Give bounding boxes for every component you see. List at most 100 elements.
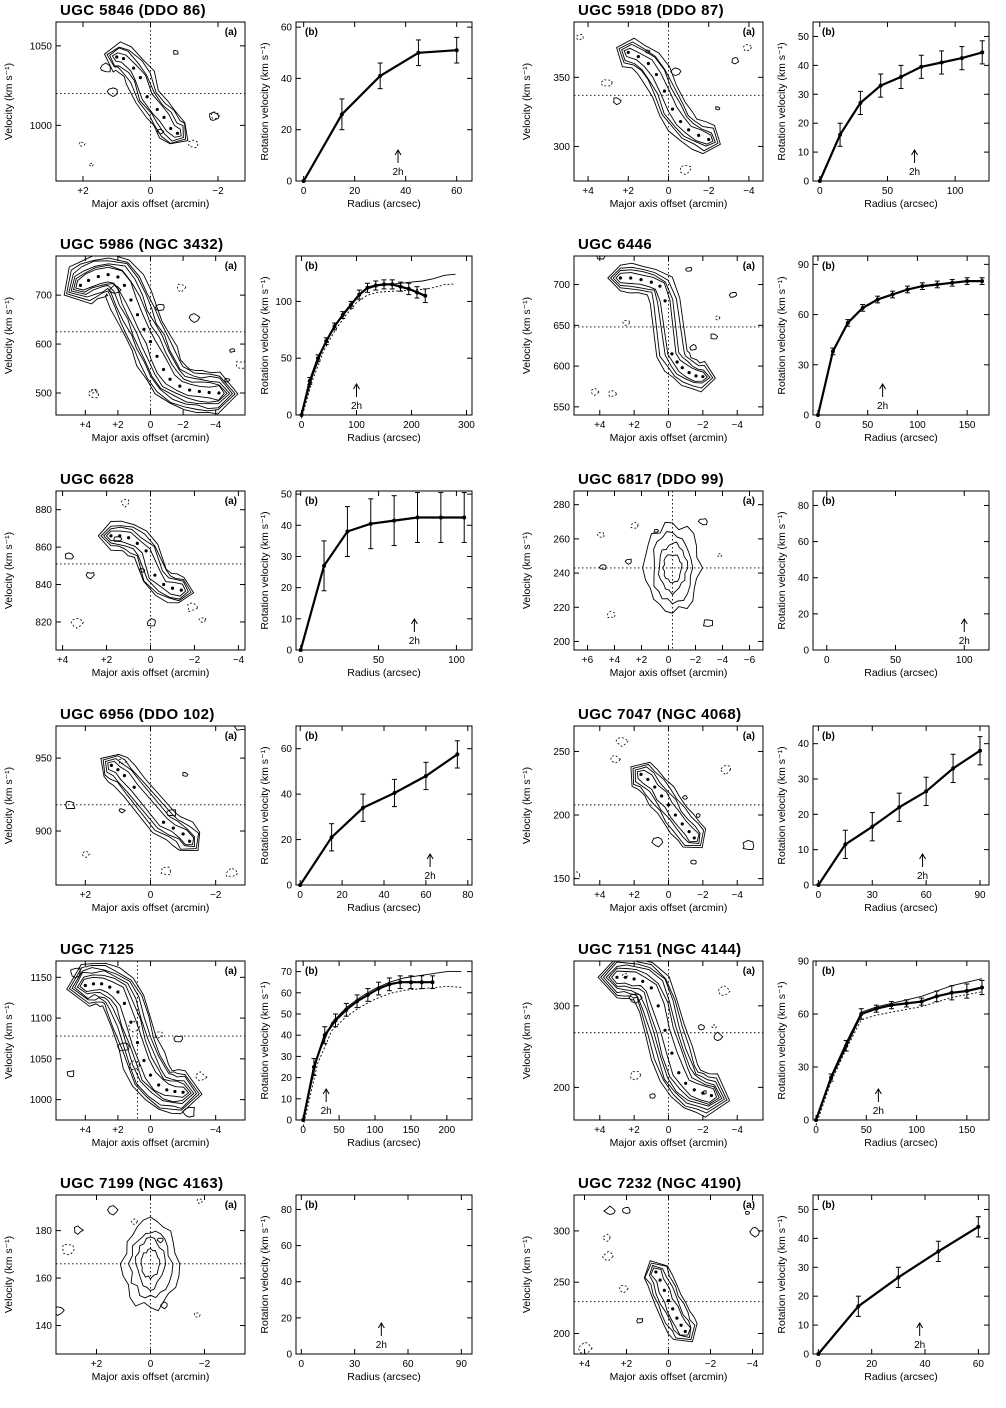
noise-contour <box>606 610 616 619</box>
x-tick-label: −4 <box>210 420 222 431</box>
pv-frame <box>573 490 764 651</box>
noise-contour <box>128 1020 140 1033</box>
pv-frame <box>55 255 246 416</box>
rc-point <box>815 413 820 417</box>
noise-contour <box>619 1284 629 1294</box>
noise-contour <box>603 1205 616 1215</box>
y-tick-label: 50 <box>281 490 293 501</box>
rotation-curve <box>300 283 426 416</box>
y-tick-label: 10 <box>281 614 293 625</box>
rc-frame <box>812 255 990 416</box>
rc-panel-label: (b) <box>305 731 318 742</box>
y-tick-label: 200 <box>553 1329 570 1340</box>
galaxy-title: UGC 5918 (DDO 87) <box>578 2 724 19</box>
rc-frame <box>295 490 473 651</box>
beam-arrow-head <box>426 853 434 860</box>
rc-point <box>830 349 835 354</box>
galaxy-title: UGC 7199 (NGC 4163) <box>60 1175 224 1192</box>
noise-contour <box>235 361 245 370</box>
pv-y-axis-label: Velocity (km s⁻¹) <box>521 63 533 140</box>
rc-frame <box>812 725 990 886</box>
beam-label: 2h <box>959 636 970 647</box>
galaxy-title: UGC 6446 <box>578 236 652 253</box>
noise-contour <box>628 993 643 1004</box>
pv-frame <box>573 255 764 416</box>
x-tick-label: −4 <box>233 655 245 666</box>
noise-contour <box>99 62 111 73</box>
x-tick-label: 0 <box>666 186 672 197</box>
noise-contour <box>196 1198 203 1205</box>
emission-contour <box>662 554 683 584</box>
noise-contour <box>651 836 664 848</box>
trace-point <box>122 773 127 778</box>
trace-point <box>175 131 180 135</box>
galaxy-title: UGC 7232 (NGC 4190) <box>578 1175 742 1192</box>
emission-contour <box>135 1236 167 1292</box>
y-tick-label: 40 <box>281 1031 293 1042</box>
galaxy-title: UGC 7151 (NGC 4144) <box>578 941 742 958</box>
x-tick-label: +4 <box>582 186 594 197</box>
noise-contour <box>195 1071 208 1082</box>
noise-contour <box>113 536 123 543</box>
trace-point <box>116 275 120 279</box>
rc-y-axis-label: Rotation velocity (km s⁻¹) <box>776 981 788 1099</box>
trace-point <box>109 763 113 767</box>
x-tick-label: +2 <box>628 1125 640 1136</box>
trace-point <box>122 283 127 287</box>
trace-point <box>115 55 119 59</box>
rc-point <box>392 518 397 523</box>
trace-point <box>169 126 173 131</box>
noise-contour <box>715 106 721 111</box>
rc-point <box>299 413 304 417</box>
trace-point <box>654 72 659 77</box>
emission-contour <box>103 526 189 600</box>
noise-contour <box>88 162 94 168</box>
noise-contour <box>65 552 75 560</box>
y-tick-label: 820 <box>35 617 52 628</box>
rc-y-axis-label: Rotation velocity (km s⁻¹) <box>776 746 788 864</box>
rc-point <box>860 305 865 310</box>
trace-point <box>178 384 182 388</box>
pv-x-axis-label: Major axis offset (arcmin) <box>610 432 728 444</box>
rc-y-axis-label: Rotation velocity (km s⁻¹) <box>776 1215 788 1333</box>
noise-contour <box>146 617 156 627</box>
y-tick-label: 50 <box>798 1205 810 1216</box>
trace-point <box>670 352 674 356</box>
trace-point <box>626 50 630 55</box>
rc-point <box>950 280 955 285</box>
y-tick-label: 20 <box>798 1292 810 1303</box>
rc-point <box>368 521 373 526</box>
rc-frame <box>812 960 990 1121</box>
trace-point <box>138 76 142 80</box>
beam-label: 2h <box>914 1340 925 1351</box>
y-tick-label: 200 <box>553 811 570 822</box>
x-tick-label: 30 <box>349 1359 361 1370</box>
y-tick-label: 60 <box>798 537 810 548</box>
rc-panel-label: (b) <box>822 731 835 742</box>
noise-contour <box>600 79 613 87</box>
rc-point <box>935 282 940 287</box>
y-tick-label: 10 <box>281 1094 293 1105</box>
emission-contour <box>68 260 234 410</box>
emission-contour <box>615 272 708 382</box>
emission-contour <box>72 264 228 403</box>
y-tick-label: 40 <box>281 1277 293 1288</box>
trace-point <box>709 1093 714 1098</box>
trace-point <box>636 54 640 59</box>
rc-y-axis-label: Rotation velocity (km s⁻¹) <box>776 276 788 394</box>
noise-contour <box>160 1301 168 1310</box>
pv-x-axis-label: Major axis offset (arcmin) <box>610 902 728 914</box>
x-tick-label: +2 <box>91 1359 103 1370</box>
y-tick-label: 30 <box>281 1052 293 1063</box>
y-tick-label: 30 <box>281 552 293 563</box>
pv-panel-label: (a) <box>225 27 237 38</box>
pv-panel-label: (a) <box>743 496 755 507</box>
y-tick-label: 60 <box>281 744 293 755</box>
trace-point <box>188 839 192 843</box>
y-tick-label: 10 <box>798 1321 810 1332</box>
noise-contour <box>173 1035 184 1043</box>
x-tick-label: 60 <box>451 186 463 197</box>
x-tick-label: −4 <box>732 1125 744 1136</box>
x-tick-label: 50 <box>890 655 902 666</box>
rc-x-axis-label: Radius (arcsec) <box>864 1137 938 1149</box>
